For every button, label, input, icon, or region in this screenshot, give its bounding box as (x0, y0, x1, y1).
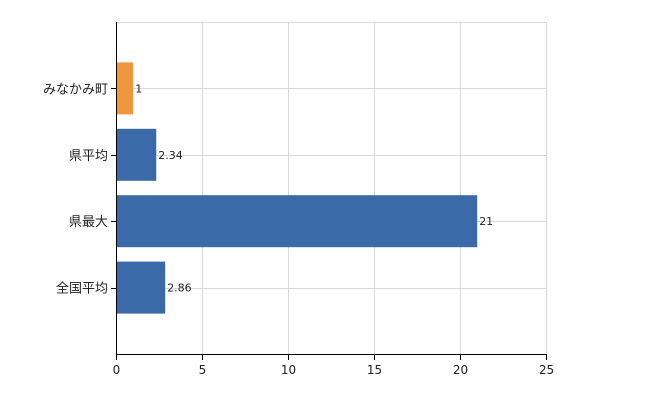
x-tick-label-4: 20 (453, 363, 468, 377)
bar-0 (116, 62, 134, 115)
grid (116, 22, 547, 354)
data-label-1: 2.34 (158, 149, 183, 162)
category-label-1: 県平均 (69, 149, 108, 164)
x-tick-label-5: 25 (539, 363, 554, 377)
data-label-0: 1 (135, 82, 142, 95)
x-tick-label-0: 0 (113, 363, 121, 377)
category-label-2: 県最大 (69, 215, 108, 230)
bars (116, 62, 478, 314)
category-label-0: みなかみ町 (43, 82, 108, 97)
category-label-3: 全国平均 (56, 281, 108, 297)
x-tick-label-3: 15 (367, 363, 382, 377)
labels: 1 みなかみ町 2.34 県平均 21 県最大 2.86 全国平均 0 5 10 15 20 25 (43, 82, 554, 377)
data-label-3: 2.86 (167, 282, 192, 295)
bar-3 (116, 261, 166, 314)
bar-1 (116, 128, 157, 181)
x-tick-label-1: 5 (199, 363, 207, 377)
bar-2 (116, 195, 478, 248)
axes (111, 22, 547, 360)
x-tick-label-2: 10 (281, 363, 296, 377)
data-label-2: 21 (479, 215, 493, 228)
